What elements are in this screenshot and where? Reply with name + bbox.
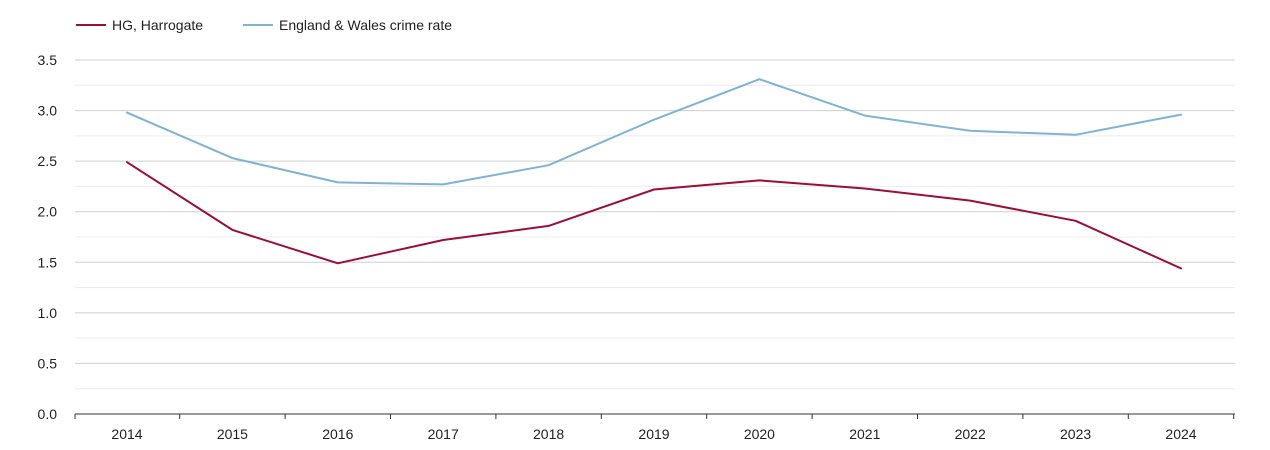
series-group xyxy=(123,75,1185,272)
data-point-england-wales[interactable] xyxy=(755,75,763,83)
x-tick-label: 2015 xyxy=(217,426,248,442)
data-point-england-wales[interactable] xyxy=(1072,131,1080,139)
data-point-harrogate[interactable] xyxy=(545,222,553,230)
data-point-harrogate[interactable] xyxy=(439,236,447,244)
series-line-harrogate[interactable] xyxy=(126,161,1182,270)
x-tick-label: 2019 xyxy=(638,426,669,442)
data-point-harrogate[interactable] xyxy=(966,197,974,205)
data-point-harrogate[interactable] xyxy=(1177,264,1185,272)
data-point-england-wales[interactable] xyxy=(966,127,974,135)
data-point-england-wales[interactable] xyxy=(334,178,342,186)
data-point-england-wales[interactable] xyxy=(1177,111,1185,119)
data-point-harrogate[interactable] xyxy=(650,185,658,193)
data-point-harrogate[interactable] xyxy=(123,158,131,166)
data-point-harrogate[interactable] xyxy=(228,226,236,234)
y-tick-label: 2.5 xyxy=(38,153,58,169)
y-tick-label: 3.5 xyxy=(38,52,58,68)
grid xyxy=(75,59,1235,390)
x-axis: 2014 2015 2016 2017 2018 2019 2020 2021 2022 2023… xyxy=(74,413,1235,442)
legend-item-england-wales[interactable]: England & Wales crime rate xyxy=(243,17,452,33)
data-point-england-wales[interactable] xyxy=(228,154,236,162)
data-point-england-wales[interactable] xyxy=(861,112,869,120)
data-point-england-wales[interactable] xyxy=(123,109,131,117)
y-tick-label: 1.0 xyxy=(38,305,58,321)
y-axis: 0.0 0.5 1.0 1.5 2.0 2.5 3.0 3.5 xyxy=(38,52,58,422)
x-tick-label: 2017 xyxy=(428,426,459,442)
x-tick-label: 2021 xyxy=(849,426,880,442)
y-tick-label: 0.0 xyxy=(38,406,58,422)
x-tick-label: 2024 xyxy=(1165,426,1196,442)
y-tick-label: 0.5 xyxy=(38,355,58,371)
data-point-harrogate[interactable] xyxy=(755,176,763,184)
x-tick-label: 2023 xyxy=(1060,426,1091,442)
data-point-england-wales[interactable] xyxy=(439,180,447,188)
y-tick-label: 3.0 xyxy=(38,103,58,119)
legend-label-england-wales: England & Wales crime rate xyxy=(279,17,452,33)
x-tick-label: 2016 xyxy=(322,426,353,442)
x-tick-label: 2018 xyxy=(533,426,564,442)
data-point-harrogate[interactable] xyxy=(861,184,869,192)
legend-item-harrogate[interactable]: HG, Harrogate xyxy=(76,17,203,33)
data-point-england-wales[interactable] xyxy=(650,116,658,124)
y-tick-label: 1.5 xyxy=(38,254,58,270)
legend: HG, Harrogate England & Wales crime rate xyxy=(76,17,452,33)
series-line-england-wales[interactable] xyxy=(126,78,1182,186)
y-tick-label: 2.0 xyxy=(38,204,58,220)
x-tick-label: 2022 xyxy=(955,426,986,442)
data-point-harrogate[interactable] xyxy=(1072,217,1080,225)
data-point-harrogate[interactable] xyxy=(334,259,342,267)
x-tick-label: 2014 xyxy=(111,426,142,442)
x-tick-label: 2020 xyxy=(744,426,775,442)
legend-label-harrogate: HG, Harrogate xyxy=(112,17,203,33)
data-point-england-wales[interactable] xyxy=(545,161,553,169)
